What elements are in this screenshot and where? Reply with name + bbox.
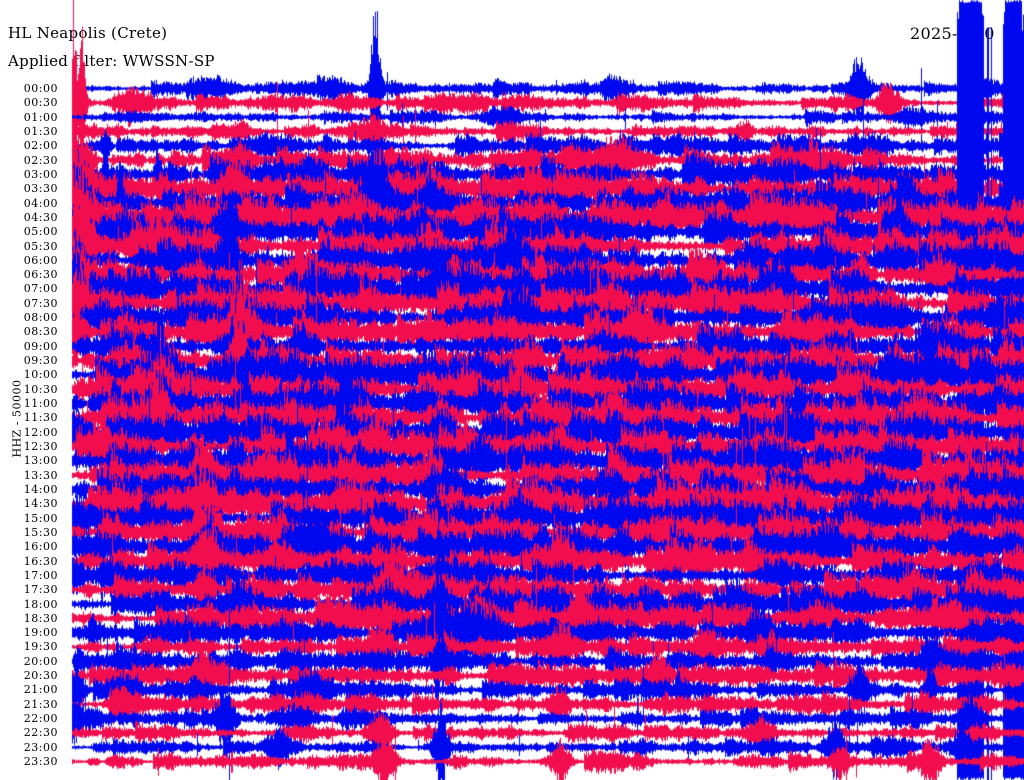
row-time-label: 02:30 <box>23 153 58 167</box>
row-time-label: 09:00 <box>23 339 58 353</box>
row-time-label: 22:30 <box>23 726 58 740</box>
row-time-label: 04:30 <box>23 210 58 224</box>
row-time-label: 20:00 <box>23 654 58 668</box>
row-time-label: 22:00 <box>23 712 58 726</box>
row-time-label: 23:00 <box>23 740 58 754</box>
row-time-label: 10:30 <box>23 382 58 396</box>
row-time-label: 01:30 <box>23 124 58 138</box>
row-time-label: 05:00 <box>23 225 58 239</box>
row-time-label: 21:00 <box>23 683 58 697</box>
row-time-label: 21:30 <box>23 697 58 711</box>
row-time-label: 15:30 <box>23 525 58 539</box>
row-time-label: 01:00 <box>23 110 58 124</box>
row-time-label: 03:30 <box>23 182 58 196</box>
row-time-label: 15:00 <box>23 511 58 525</box>
row-time-label: 16:00 <box>23 540 58 554</box>
station-title: HL Neapolis (Crete) <box>8 24 168 42</box>
row-time-label: 17:00 <box>23 568 58 582</box>
row-time-label: 14:00 <box>23 482 58 496</box>
row-time-label: 18:30 <box>23 611 58 625</box>
date-label: 2025-06-0 <box>910 24 995 43</box>
row-time-label: 00:30 <box>23 96 58 110</box>
row-time-label: 00:00 <box>23 82 58 95</box>
row-time-label: 12:00 <box>23 425 58 439</box>
row-time-label: 07:30 <box>23 296 58 310</box>
row-time-label: 19:30 <box>23 640 58 654</box>
row-time-label: 09:30 <box>23 354 58 368</box>
row-time-label: 05:30 <box>23 239 58 253</box>
row-time-label: 17:30 <box>23 583 58 597</box>
row-time-label: 20:30 <box>23 669 58 683</box>
row-time-label: 13:00 <box>23 454 58 468</box>
row-time-label: 12:30 <box>23 440 58 453</box>
row-time-label: 23:30 <box>23 755 58 769</box>
row-time-label: 18:00 <box>23 597 58 611</box>
row-time-label: 14:30 <box>23 497 58 511</box>
row-time-label: 13:30 <box>23 468 58 482</box>
applied-filter-label: Applied filter: WWSSN-SP <box>8 52 215 70</box>
row-time-label: 11:00 <box>23 397 58 411</box>
row-time-label: 06:00 <box>23 253 58 267</box>
row-time-label: 03:00 <box>23 167 58 181</box>
row-time-label: 19:00 <box>23 626 58 640</box>
row-time-label: 08:00 <box>23 311 58 325</box>
row-time-label: 16:30 <box>23 554 58 568</box>
row-time-label: 04:00 <box>23 196 58 210</box>
row-time-label: 10:00 <box>23 368 58 382</box>
row-time-label: 06:30 <box>23 268 58 282</box>
row-time-label: 08:30 <box>23 325 58 339</box>
row-time-label: 02:00 <box>23 139 58 153</box>
row-time-label: 11:30 <box>23 411 58 425</box>
row-time-label: 07:00 <box>23 282 58 296</box>
